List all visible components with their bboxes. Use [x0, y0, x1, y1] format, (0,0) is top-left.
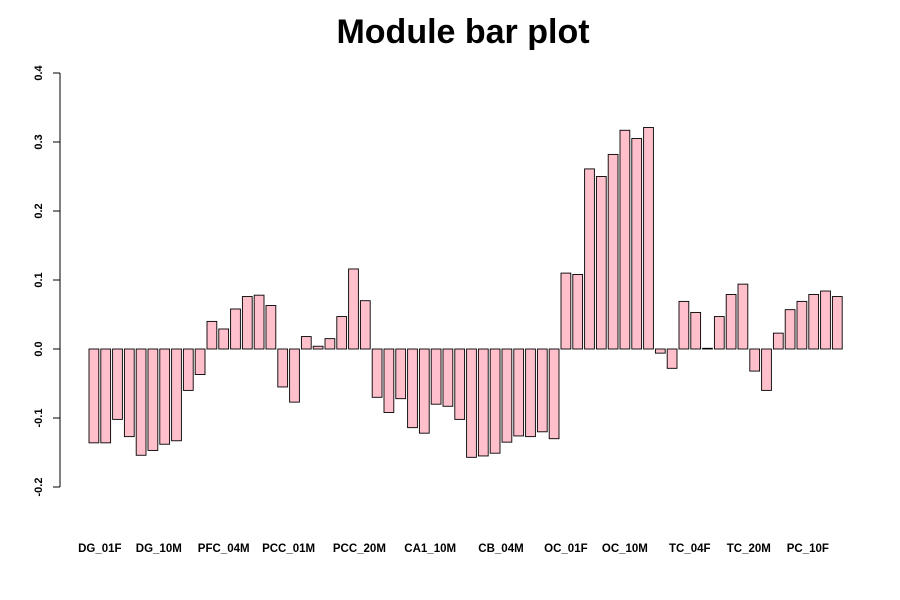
- bar: [831, 296, 843, 350]
- bar: [430, 348, 442, 405]
- bar: [702, 347, 713, 350]
- bar: [265, 305, 277, 350]
- bar: [230, 308, 241, 350]
- bar: [324, 338, 336, 350]
- bar: [713, 316, 725, 350]
- category-label: PFC_04M: [198, 543, 250, 555]
- bar: [300, 336, 312, 350]
- bar: [631, 138, 643, 350]
- bar: [548, 348, 560, 440]
- bar: [513, 348, 525, 437]
- bar: [88, 348, 100, 444]
- bar: [147, 348, 159, 451]
- bar: [725, 294, 737, 350]
- category-label: DG_01F: [78, 543, 121, 555]
- bar: [690, 311, 702, 350]
- bar: [383, 348, 395, 413]
- bar: [171, 348, 182, 442]
- bar: [466, 348, 477, 458]
- bar: [159, 348, 171, 445]
- bar: [619, 129, 631, 350]
- bar: [525, 348, 536, 438]
- category-label: TC_04F: [669, 543, 711, 555]
- bar: [123, 348, 135, 438]
- y-tick-label: -0.1: [33, 409, 45, 428]
- category-label: CB_04M: [478, 543, 523, 555]
- bar: [277, 348, 289, 388]
- bar: [359, 300, 371, 350]
- bar: [761, 348, 772, 391]
- bar: [666, 348, 678, 369]
- bar: [796, 300, 808, 350]
- bar: [643, 127, 654, 350]
- bar: [607, 153, 619, 350]
- bar: [395, 348, 407, 400]
- bar: [536, 348, 548, 433]
- bars: [88, 127, 843, 458]
- bar: [808, 294, 820, 350]
- bar: [477, 348, 489, 457]
- bar: [820, 290, 831, 350]
- category-label: PCC_01M: [262, 543, 315, 555]
- y-tick-label: 0.3: [33, 134, 45, 149]
- chart-title: Module bar plot: [336, 13, 589, 51]
- bar: [194, 348, 206, 375]
- bar: [737, 283, 749, 350]
- category-label: DG_10M: [136, 543, 182, 555]
- bar: [135, 348, 147, 456]
- bar: [654, 348, 666, 354]
- bar: [371, 348, 383, 398]
- bar: [572, 274, 584, 350]
- bar: [218, 328, 230, 350]
- category-labels: DG_01F DG_10M PFC_04M PCC_01M PCC_20M CA1_10M…: [78, 543, 829, 555]
- y-tick-label: 0.1: [33, 272, 45, 287]
- bar: [678, 300, 690, 350]
- y-tick-label: 0.0: [33, 341, 45, 356]
- category-label: PC_10F: [787, 543, 829, 555]
- bar: [442, 348, 454, 407]
- category-label: OC_01F: [544, 543, 587, 555]
- bar: [241, 296, 253, 350]
- bar: [772, 332, 784, 350]
- bar: [749, 348, 761, 372]
- bar: [336, 316, 348, 350]
- bar: [489, 348, 501, 454]
- bar: [407, 348, 418, 429]
- category-label: CA1_10M: [404, 543, 456, 555]
- bar: [182, 348, 194, 391]
- bar: [418, 348, 430, 434]
- bar: [584, 168, 595, 350]
- category-label: OC_10M: [602, 543, 648, 555]
- category-label: TC_20M: [727, 543, 771, 555]
- bar: [348, 268, 359, 350]
- bar: [501, 348, 513, 443]
- bar: [100, 348, 112, 444]
- y-tick-label: -0.2: [33, 478, 45, 497]
- category-label: PCC_20M: [333, 543, 386, 555]
- y-axis: -0.2 -0.1 0.0 0.1 0.2 0.3 0.4: [33, 64, 61, 497]
- bar: [312, 345, 324, 350]
- y-tick-label: 0.2: [33, 203, 45, 218]
- bar: [206, 320, 218, 350]
- bar: [112, 348, 123, 420]
- bar: [595, 176, 607, 350]
- y-tick-label: 0.4: [33, 64, 45, 80]
- bar: [784, 309, 796, 350]
- bar: [560, 272, 572, 350]
- bar: [289, 348, 300, 403]
- bar: [253, 294, 265, 350]
- bar: [454, 348, 466, 420]
